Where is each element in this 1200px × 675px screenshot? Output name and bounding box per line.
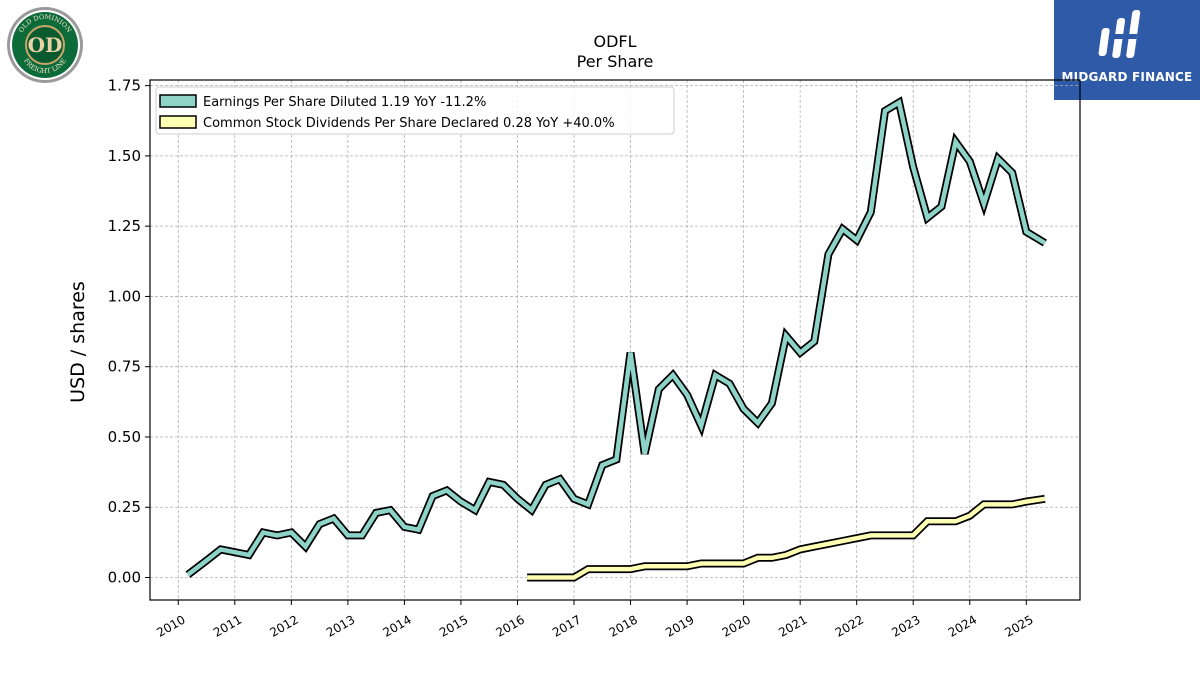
old-dominion-logo-graphic: OD OLD DOMINION FREIGHT LINE xyxy=(7,7,83,83)
chart-title: ODFL xyxy=(593,32,637,51)
x-tick-label: 2012 xyxy=(267,612,300,639)
eps-line xyxy=(186,98,1047,577)
midgard-logo-mark xyxy=(1098,10,1141,58)
x-tick-label: 2022 xyxy=(833,612,866,639)
midgard-brand-text: MIDGARD FINANCE xyxy=(1061,70,1193,84)
x-tick-label: 2019 xyxy=(663,612,696,639)
x-tick-label: 2011 xyxy=(211,612,244,639)
x-tick-label: 2016 xyxy=(494,612,527,639)
y-tick-label: 0.00 xyxy=(108,569,141,587)
x-tick-label: 2013 xyxy=(324,612,357,639)
legend-swatch-eps xyxy=(159,94,197,108)
legend-label-dividends: Common Stock Dividends Per Share Declare… xyxy=(203,116,615,131)
grid xyxy=(150,80,1080,600)
y-tick-label: 0.75 xyxy=(108,358,141,376)
x-tick-label: 2021 xyxy=(776,612,809,639)
x-tick-label: 2020 xyxy=(720,612,753,639)
dividends-line xyxy=(527,496,1046,580)
x-tick-label: 2023 xyxy=(889,612,922,639)
chart-subtitle: Per Share xyxy=(576,52,654,71)
x-tick-label: 2025 xyxy=(1002,612,1035,639)
x-tick-label: 2015 xyxy=(437,612,470,639)
y-tick-label: 1.75 xyxy=(108,77,141,95)
y-tick-label: 1.50 xyxy=(108,147,141,165)
x-tick-label: 2018 xyxy=(607,612,640,639)
legend-box xyxy=(155,86,675,135)
legend-swatch-dividends xyxy=(159,115,197,129)
x-tick-label: 2017 xyxy=(550,612,583,639)
x-tick-label: 2014 xyxy=(380,612,413,639)
y-tick-label: 0.25 xyxy=(108,498,141,516)
x-tick-label: 2010 xyxy=(154,612,187,639)
y-tick-label: 0.50 xyxy=(108,428,141,446)
y-tick-label: 1.00 xyxy=(108,287,141,305)
y-tick-label: 1.25 xyxy=(108,217,141,235)
x-tick-label: 2024 xyxy=(946,612,979,639)
old-dominion-logo: OD OLD DOMINION FREIGHT LINE xyxy=(6,6,84,84)
plot-frame xyxy=(149,79,1081,601)
svg-text:OD: OD xyxy=(28,33,63,57)
series-lines xyxy=(185,96,1047,582)
y-axis-label: USD / shares xyxy=(67,281,89,403)
midgard-finance-logo: MIDGARD FINANCE xyxy=(1054,0,1200,100)
legend: Earnings Per Share Diluted 1.19 YoY -11.… xyxy=(155,86,675,135)
dividends-line-outline xyxy=(527,494,1046,582)
legend-label-eps: Earnings Per Share Diluted 1.19 YoY -11.… xyxy=(203,95,486,110)
